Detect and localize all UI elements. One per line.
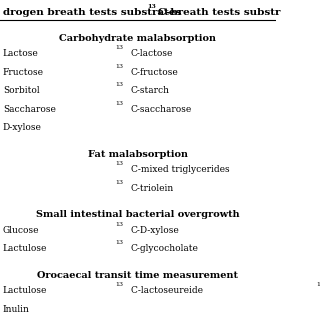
Text: Sorbitol: Sorbitol bbox=[3, 86, 39, 95]
Text: drogen breath tests substrates: drogen breath tests substrates bbox=[3, 8, 181, 17]
Text: 13: 13 bbox=[148, 4, 156, 9]
Text: Fat malabsorption: Fat malabsorption bbox=[88, 150, 188, 159]
Text: Lactulose: Lactulose bbox=[3, 244, 47, 253]
Text: 13: 13 bbox=[316, 282, 320, 287]
Text: 13: 13 bbox=[116, 45, 124, 50]
Text: C-D-xylose: C-D-xylose bbox=[131, 226, 180, 235]
Text: D-xylose: D-xylose bbox=[3, 123, 42, 132]
Text: 13: 13 bbox=[116, 282, 124, 287]
Text: C-starch: C-starch bbox=[131, 86, 170, 95]
Text: Saccharose: Saccharose bbox=[3, 105, 56, 114]
Text: 13: 13 bbox=[116, 101, 124, 106]
Text: C-breath tests substr: C-breath tests substr bbox=[158, 8, 280, 17]
Text: Carbohydrate malabsorption: Carbohydrate malabsorption bbox=[59, 34, 216, 43]
Text: 13: 13 bbox=[116, 64, 124, 69]
Text: Inulin: Inulin bbox=[3, 305, 30, 314]
Text: 13: 13 bbox=[116, 161, 124, 166]
Text: C-mixed triglycerides: C-mixed triglycerides bbox=[131, 165, 229, 174]
Text: Fructose: Fructose bbox=[3, 68, 44, 76]
Text: 13: 13 bbox=[116, 82, 124, 87]
Text: C-triolein: C-triolein bbox=[131, 184, 174, 193]
Text: C-glycocholate: C-glycocholate bbox=[131, 244, 199, 253]
Text: Orocaecal transit time measurement: Orocaecal transit time measurement bbox=[37, 271, 238, 280]
Text: C-lactoseureide: C-lactoseureide bbox=[131, 286, 206, 295]
Text: 13: 13 bbox=[116, 180, 124, 185]
Text: 13: 13 bbox=[116, 240, 124, 245]
Text: C-lactose: C-lactose bbox=[131, 49, 173, 58]
Text: C-saccharose: C-saccharose bbox=[131, 105, 192, 114]
Text: Small intestinal bacterial overgrowth: Small intestinal bacterial overgrowth bbox=[36, 210, 240, 219]
Text: Lactulose: Lactulose bbox=[3, 286, 47, 295]
Text: 13: 13 bbox=[116, 222, 124, 227]
Text: Glucose: Glucose bbox=[3, 226, 39, 235]
Text: Lactose: Lactose bbox=[3, 49, 38, 58]
Text: C-fructose: C-fructose bbox=[131, 68, 179, 76]
